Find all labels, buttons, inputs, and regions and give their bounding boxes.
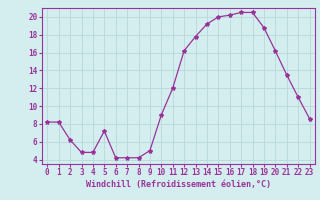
X-axis label: Windchill (Refroidissement éolien,°C): Windchill (Refroidissement éolien,°C) xyxy=(86,180,271,189)
